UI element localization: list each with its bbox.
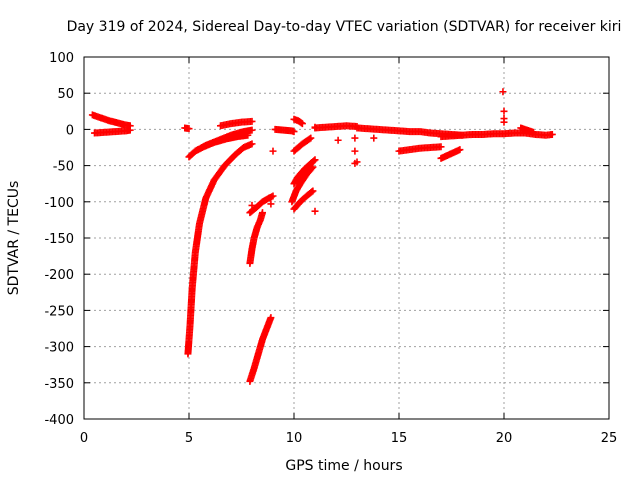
y-axis-label: SDTVAR / TECUs — [6, 181, 22, 296]
data-point-isolated — [500, 107, 508, 115]
data-point — [311, 156, 319, 164]
y-tick-label: 100 — [49, 51, 74, 66]
data-point — [298, 120, 306, 128]
y-tick-label: -350 — [44, 377, 74, 392]
y-tick-label: -250 — [44, 304, 74, 319]
data-point — [529, 128, 537, 136]
y-tick-label: -200 — [44, 268, 74, 283]
data-point-isolated — [353, 158, 361, 166]
chart-title: Day 319 of 2024, Sidereal Day-to-day VTE… — [67, 19, 622, 35]
data-point — [185, 125, 193, 133]
data-point-isolated — [311, 207, 319, 215]
y-tick-label: -300 — [44, 341, 74, 356]
data-point — [248, 126, 256, 134]
data-point-isolated — [370, 134, 378, 142]
data-point — [437, 143, 445, 151]
data-point-isolated — [334, 136, 342, 144]
data-point-isolated — [269, 147, 277, 155]
x-tick-label: 25 — [601, 431, 618, 446]
y-tick-label: -50 — [53, 160, 74, 175]
x-tick-label: 10 — [286, 431, 303, 446]
grid-layer — [84, 57, 609, 419]
y-tick-label: -150 — [44, 232, 74, 247]
y-tick-label: -400 — [44, 413, 74, 428]
x-tick-label: 0 — [80, 431, 88, 446]
data-point-isolated — [311, 123, 319, 131]
data-point — [248, 140, 256, 148]
data-point-isolated — [500, 118, 508, 126]
data-point-isolated — [248, 201, 256, 209]
data-point — [548, 130, 556, 138]
x-tick-label: 5 — [185, 431, 193, 446]
data-point-isolated — [351, 147, 359, 155]
y-tick-label: 50 — [57, 87, 74, 102]
data-point — [310, 157, 318, 165]
data-point — [309, 187, 317, 195]
data-point — [306, 135, 314, 143]
data-point — [259, 209, 266, 217]
x-tick-label: 20 — [496, 431, 513, 446]
data-point — [248, 117, 256, 125]
ticks-layer: 0 5 10 15 20 25 100 50 0 -50 -100 -150 -200 -250 -300 -… — [44, 51, 617, 446]
x-tick-label: 15 — [391, 431, 408, 446]
data-point-isolated — [351, 134, 359, 142]
data-point — [456, 146, 464, 154]
data-point — [290, 128, 298, 136]
y-tick-label: -100 — [44, 196, 74, 211]
data-point — [308, 188, 316, 196]
data-point-isolated — [267, 200, 275, 208]
data-point-isolated — [499, 88, 507, 96]
data-point — [126, 126, 134, 134]
data-point — [269, 192, 277, 200]
x-axis-label: GPS time / hours — [285, 458, 402, 474]
data-point — [307, 134, 315, 142]
data-point — [267, 314, 275, 322]
marks-layer — [88, 88, 556, 385]
y-tick-label: 0 — [66, 123, 74, 138]
